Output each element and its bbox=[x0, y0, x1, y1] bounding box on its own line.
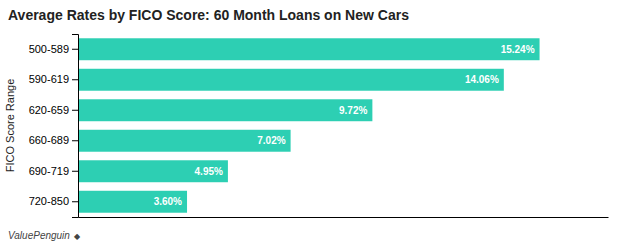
y-tick-mark bbox=[72, 201, 78, 202]
y-tick: 500-589 bbox=[29, 43, 78, 55]
data-labels: 15.24% 14.06% 9.72% 7.02% 4.95% 3.60% bbox=[154, 44, 535, 208]
y-tick: 590-619 bbox=[29, 73, 78, 85]
y-tick-mark bbox=[72, 110, 78, 111]
data-label: 14.06% bbox=[465, 74, 499, 85]
y-tick-mark bbox=[72, 140, 78, 141]
title: Average Rates by FICO Score: 60 Month Lo… bbox=[8, 7, 409, 23]
chart: Average Rates by FICO Score: 60 Month Lo… bbox=[0, 0, 624, 247]
bar bbox=[78, 130, 291, 152]
y-tick-label: 620-659 bbox=[29, 104, 69, 116]
bars bbox=[78, 38, 540, 212]
bar bbox=[78, 69, 504, 91]
y-axis-line bbox=[72, 35, 79, 218]
x-axis bbox=[79, 217, 609, 218]
y-tick-mark bbox=[72, 79, 78, 80]
y-tick: 690-719 bbox=[29, 165, 78, 177]
y-tick: 620-659 bbox=[29, 104, 78, 116]
y-tick-label: 720-850 bbox=[29, 195, 69, 207]
y-tick-label: 590-619 bbox=[29, 73, 69, 85]
bar bbox=[78, 99, 372, 121]
data-label: 4.95% bbox=[195, 166, 223, 177]
y-axis: 500-589 590-619 620-659 660-689 690-719 720-8… bbox=[29, 35, 79, 218]
y-tick-mark bbox=[72, 49, 78, 50]
annotation: ◆ bbox=[74, 232, 81, 241]
y-tick: 720-850 bbox=[29, 195, 78, 207]
data-label: 15.24% bbox=[501, 44, 535, 55]
y-tick-label: 500-589 bbox=[29, 43, 69, 55]
x-axis-line bbox=[79, 217, 609, 218]
data-label: 7.02% bbox=[257, 135, 285, 146]
y-tick-mark bbox=[72, 171, 78, 172]
bar bbox=[78, 38, 540, 60]
bar bbox=[78, 160, 228, 182]
y-tick-label: 660-689 bbox=[29, 134, 69, 146]
data-label: 9.72% bbox=[339, 105, 367, 116]
bar bbox=[78, 191, 187, 213]
y-tick-label: 690-719 bbox=[29, 165, 69, 177]
data-label: 3.60% bbox=[154, 196, 182, 207]
plot: 500-589 590-619 620-659 660-689 690-719 720-8… bbox=[4, 35, 609, 218]
y-axis-label: FICO Score Range bbox=[4, 79, 16, 173]
annotation: ValuePenguin bbox=[8, 230, 70, 241]
y-tick: 660-689 bbox=[29, 134, 78, 146]
